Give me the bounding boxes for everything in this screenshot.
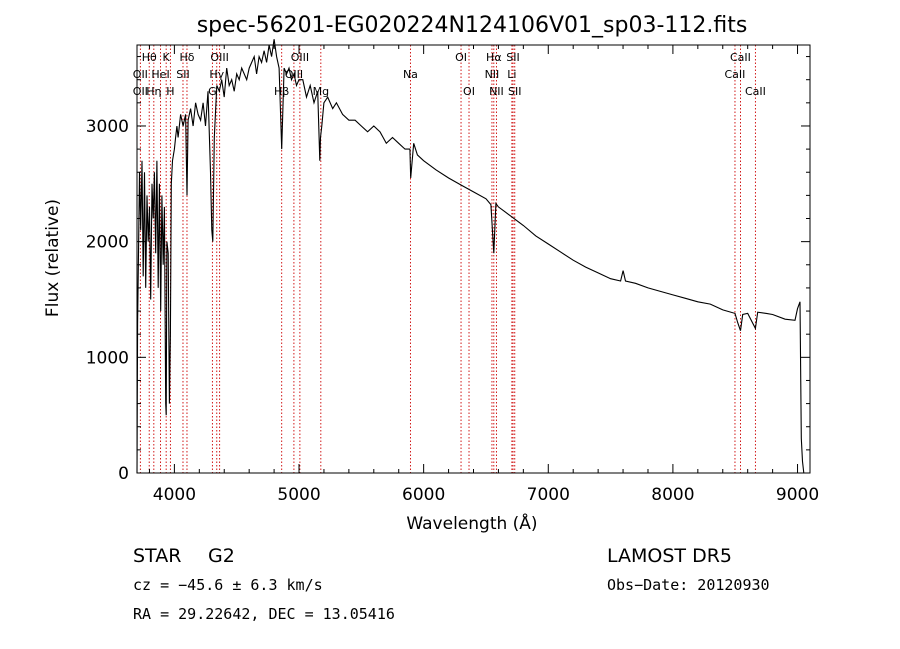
x-axis: 4000 5000 6000 7000 8000 9000 — [148, 45, 819, 505]
line-label: Hδ — [179, 51, 194, 64]
plot-frame — [136, 44, 811, 474]
line-label: CaII — [730, 51, 751, 64]
line-label: NII — [485, 68, 500, 81]
line-label: HeI — [151, 68, 169, 81]
redshift-value: cz = −45.6 ± 6.3 km/s — [133, 576, 323, 594]
line-label: G — [208, 85, 217, 98]
line-label: Hβ — [274, 85, 289, 98]
y-tick-label: 1000 — [86, 348, 129, 368]
line-label: Hγ — [209, 68, 224, 81]
x-tick-label: 9000 — [776, 485, 819, 505]
survey-name: LAMOST DR5 — [607, 545, 732, 567]
object-subclass: G2 — [208, 545, 235, 567]
line-label: K — [163, 51, 171, 64]
x-tick-label: 5000 — [277, 485, 320, 505]
line-label: OI — [463, 85, 475, 98]
coordinates: RA = 29.22642, DEC = 13.05416 — [133, 605, 395, 623]
x-tick-label: 7000 — [527, 485, 570, 505]
line-label: Hη — [146, 85, 161, 98]
line-label: Hθ — [142, 51, 157, 64]
line-label: SII — [176, 68, 189, 81]
x-tick-label: 8000 — [651, 485, 694, 505]
spectrum-line — [136, 39, 805, 474]
y-tick-label: 2000 — [86, 233, 129, 253]
line-label: SII — [508, 85, 521, 98]
line-label: CaII — [745, 85, 766, 98]
line-label: NII — [489, 85, 504, 98]
line-label: Na — [403, 68, 418, 81]
line-label: OIII — [210, 51, 228, 64]
chart-title: spec-56201-EG020224N124106V01_sp03-112.f… — [197, 13, 748, 38]
line-label: H — [166, 85, 174, 98]
x-tick-label: 6000 — [402, 485, 445, 505]
line-label: Li — [507, 68, 516, 81]
y-tick-label: 3000 — [86, 117, 129, 137]
line-label: Hα — [486, 51, 502, 64]
line-label: OII — [133, 68, 148, 81]
line-label: OI — [455, 51, 467, 64]
emission-line-markers — [139, 45, 756, 473]
object-class: STAR — [133, 545, 181, 567]
line-label: Mg — [313, 85, 329, 98]
y-axis-label: Flux (relative) — [43, 199, 63, 317]
observation-date: Obs−Date: 20120930 — [607, 576, 770, 594]
line-label: OIII — [291, 51, 309, 64]
x-axis-label: Wavelength (Å) — [406, 512, 537, 534]
y-axis: 0 1000 2000 3000 — [86, 56, 810, 484]
x-tick-label: 4000 — [153, 485, 196, 505]
line-label: CaII — [725, 68, 746, 81]
y-tick-label: 0 — [118, 464, 129, 484]
line-label: SII — [506, 51, 519, 64]
